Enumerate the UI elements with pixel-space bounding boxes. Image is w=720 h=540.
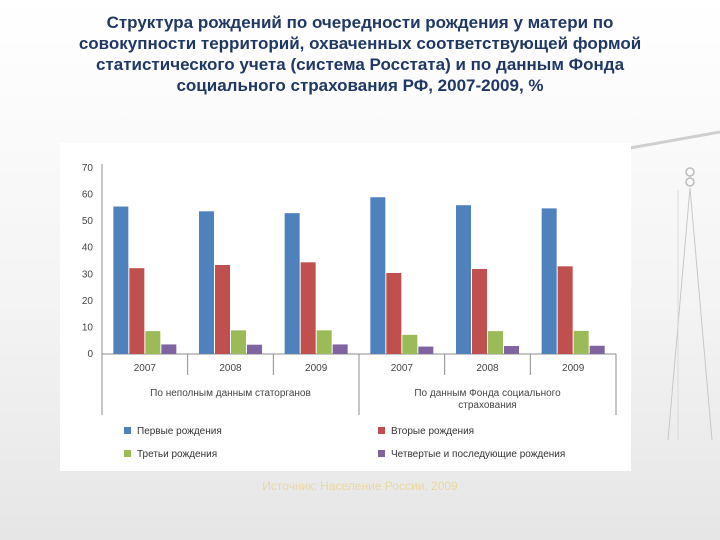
x-tick-label: 2007 [134,363,157,374]
bar [573,330,589,354]
y-tick-label: 40 [82,243,94,254]
bar [215,264,230,354]
bar [402,334,418,354]
x-tick-label: 2009 [305,363,328,374]
y-tick-label: 60 [82,190,94,201]
group-label: По данным Фонда социального [414,388,561,399]
bar [456,205,471,354]
x-tick-label: 2008 [219,363,242,374]
bar [231,330,246,354]
bar [541,208,557,354]
y-tick-label: 20 [82,296,94,307]
title-line-3: статистического учета (система Росстата)… [95,55,625,74]
title-line-2: совокупности территорий, охваченных соот… [78,34,642,53]
x-tick-label: 2008 [476,363,499,374]
bar [284,213,300,354]
legend-label: Третьи рождения [137,449,217,460]
bar [113,206,129,354]
legend-swatch [378,427,385,434]
x-tick-label: 2009 [562,363,585,374]
bar [161,344,177,354]
bar [247,344,262,354]
source-note: Источник: Население России, 2009 [262,479,458,493]
group-label: По неполным данным статорганов [150,388,311,399]
bar [386,272,402,354]
y-tick-label: 30 [82,269,94,280]
bar [300,262,316,354]
y-tick-label: 70 [82,163,94,174]
bar [589,345,605,354]
x-tick-label: 2007 [391,363,414,374]
chart-area: 0 10 20 30 40 50 60 70 2007 2008 2009 2007 2008 2009 П… [60,143,631,471]
legend-label: Четвертые и последующие рождения [391,449,565,460]
group-label: страхования [458,400,516,411]
y-tick-label: 50 [82,216,94,227]
bar [145,331,161,354]
legend-swatch [124,427,131,434]
bar [129,268,145,354]
bar [316,330,332,354]
bar [418,346,434,354]
bar [370,197,386,354]
bar [504,346,519,354]
title-line-1: Структура рождений по очередности рожден… [106,13,614,32]
legend-label: Вторые рождения [391,426,474,437]
bar [332,344,348,354]
balance-scale-icon [629,130,720,441]
bar [472,268,487,354]
bar [488,331,503,354]
legend-swatch [124,450,131,457]
title-line-4: социального страхования РФ, 2007-2009, % [176,76,544,95]
legend-label: Первые рождения [137,426,222,437]
bar [557,266,573,354]
y-tick-label: 0 [87,349,93,360]
legend-swatch [378,450,385,457]
bar-chart: 0 10 20 30 40 50 60 70 2007 2008 2009 2007 2008 2009 П… [82,163,617,460]
bar [199,211,214,354]
slide-title: Структура рождений по очередности рожден… [30,12,690,96]
y-tick-label: 10 [82,322,94,333]
